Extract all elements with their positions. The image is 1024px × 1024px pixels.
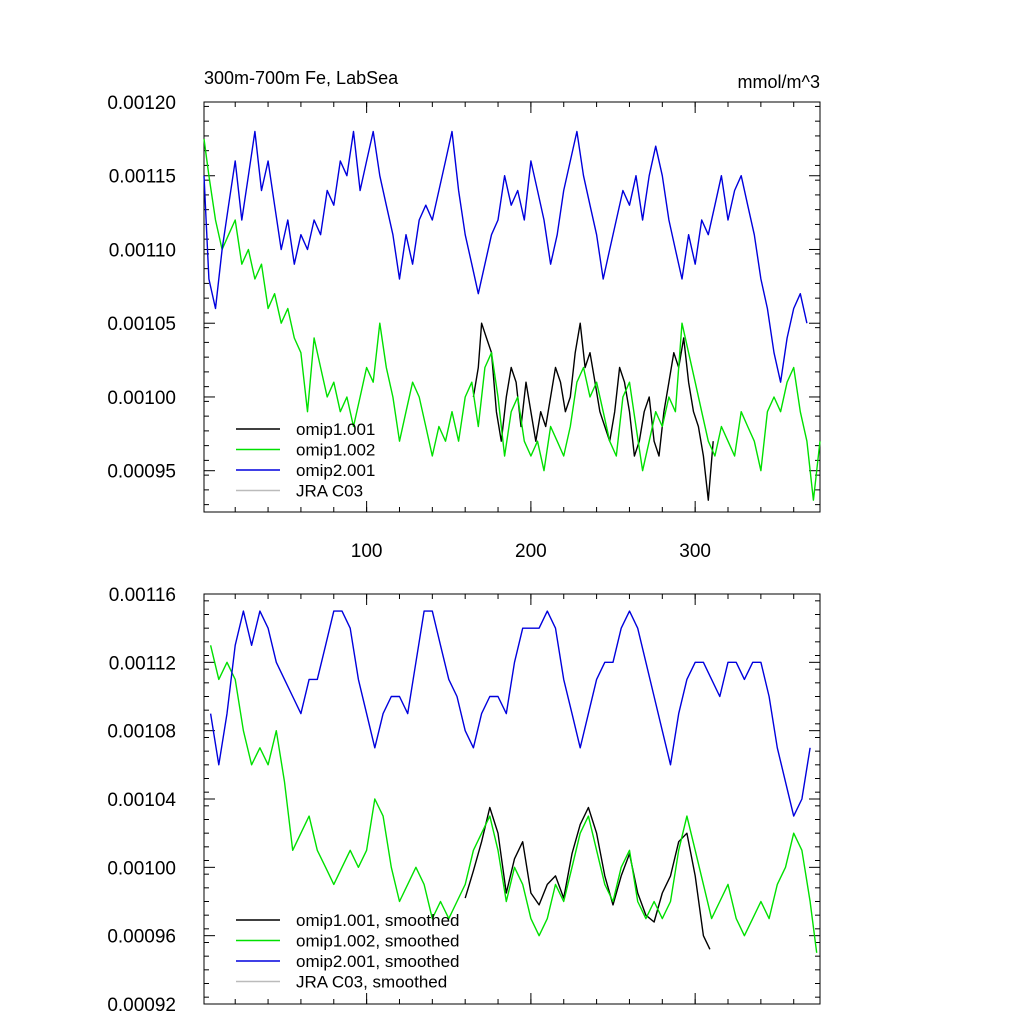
top-panel-units: mmol/m^3 [738, 72, 820, 92]
series-line [464, 806, 711, 950]
top-panel: 300m-700m Fe, LabSea mmol/m^3 100 200 300 0… [107, 68, 821, 562]
y-tick-label: 0.00108 [107, 722, 176, 743]
bottom-axis-ticks: 0.00092 0.00096 0.00100 0.00104 0.00108 0.001… [107, 585, 820, 1016]
y-tick-label: 0.00116 [109, 585, 176, 606]
y-tick-label: 0.00100 [107, 858, 176, 879]
series-line [209, 645, 818, 953]
series-line [203, 130, 808, 383]
legend-label: omip1.002 [296, 441, 375, 460]
y-tick-label: 0.00110 [109, 240, 176, 261]
y-tick-label: 0.00104 [107, 790, 176, 811]
y-tick-label: 0.00100 [107, 388, 176, 409]
x-tick-label: 200 [515, 541, 547, 562]
x-tick-label: 300 [679, 541, 711, 562]
top-axis-ticks: 100 200 300 0.00095 0.00100 0.00105 0.00110 0.0… [107, 93, 820, 562]
top-plot-frame [203, 101, 821, 513]
legend-label: JRA C03, smoothed [296, 973, 447, 992]
series-line [209, 610, 811, 817]
legend-label: omip1.002, smoothed [296, 932, 460, 951]
y-tick-label: 0.00092 [107, 995, 176, 1016]
bottom-panel: 0.00092 0.00096 0.00100 0.00104 0.00108 0.001… [107, 585, 821, 1016]
y-tick-label: 0.00112 [109, 653, 176, 674]
top-series-lines [203, 130, 821, 501]
legend-label: JRA C03 [296, 482, 363, 501]
bottom-legend: omip1.001, smoothed omip1.002, smoothedom… [236, 911, 460, 992]
legend-label: omip2.001, smoothed [296, 952, 460, 971]
top-panel-title: 300m-700m Fe, LabSea [204, 68, 399, 88]
x-tick-label: 100 [351, 541, 383, 562]
y-tick-label: 0.00115 [109, 167, 176, 188]
y-tick-label: 0.00120 [107, 93, 176, 114]
bottom-series-lines [209, 610, 818, 953]
legend-label: omip2.001 [296, 461, 375, 480]
series-line [472, 322, 714, 501]
y-tick-label: 0.00096 [107, 927, 176, 948]
y-tick-label: 0.00105 [107, 314, 176, 335]
y-tick-label: 0.00095 [107, 462, 176, 483]
legend-label: omip1.001 [296, 420, 375, 439]
legend-label: omip1.001, smoothed [296, 911, 460, 930]
series-line [203, 138, 821, 501]
